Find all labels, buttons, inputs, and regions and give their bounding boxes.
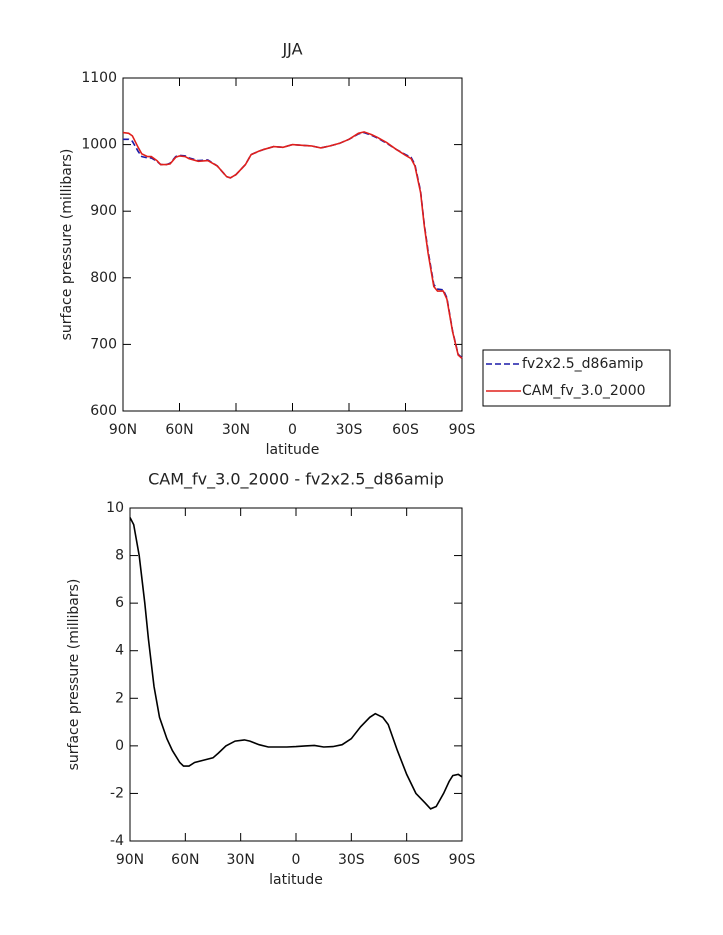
legend-label: CAM_fv_3.0_2000 (522, 383, 646, 399)
legend-label: fv2x2.5_d86amip (522, 356, 643, 372)
x-tick-label: 90N (116, 852, 144, 868)
x-axis-label: latitude (266, 442, 320, 458)
x-tick-label: 60N (171, 852, 199, 868)
y-tick-label: 700 (90, 336, 117, 352)
y-tick-label: 1100 (81, 70, 117, 86)
legend-box (482, 349, 671, 407)
x-tick-label: 30N (222, 422, 250, 438)
y-tick-label: 0 (115, 738, 124, 754)
data-line (123, 131, 463, 359)
y-tick-label: 800 (90, 270, 117, 286)
y-tick-label: 1000 (81, 137, 117, 153)
y-tick-label: 900 (90, 203, 117, 219)
chart-title: JJA (281, 40, 302, 59)
plot-frame (129, 507, 463, 842)
x-tick-label: 60S (393, 852, 420, 868)
data-line (122, 131, 463, 360)
x-tick-label: 90S (449, 422, 476, 438)
data-line (129, 517, 463, 810)
y-tick-label: 600 (90, 403, 117, 419)
y-axis-label: surface pressure (millibars) (66, 579, 82, 771)
x-tick-label: 90N (109, 422, 137, 438)
x-axis-label: latitude (269, 872, 323, 888)
y-tick-label: 4 (115, 643, 124, 659)
y-tick-label: 2 (115, 690, 124, 706)
x-tick-label: 60N (165, 422, 193, 438)
x-tick-label: 90S (449, 852, 476, 868)
x-tick-label: 0 (292, 852, 301, 868)
y-tick-label: -2 (110, 785, 124, 801)
x-tick-label: 0 (288, 422, 297, 438)
plot-frame (122, 77, 463, 412)
y-tick-label: 10 (106, 500, 124, 516)
chart-title: CAM_fv_3.0_2000 - fv2x2.5_d86amip (148, 470, 444, 490)
y-axis-label: surface pressure (millibars) (59, 149, 75, 341)
y-tick-label: -4 (110, 833, 124, 849)
x-tick-label: 30S (338, 852, 365, 868)
y-tick-label: 8 (115, 548, 124, 564)
x-tick-label: 30S (336, 422, 363, 438)
y-tick-label: 6 (115, 595, 124, 611)
x-tick-label: 60S (392, 422, 419, 438)
x-tick-label: 30N (227, 852, 255, 868)
